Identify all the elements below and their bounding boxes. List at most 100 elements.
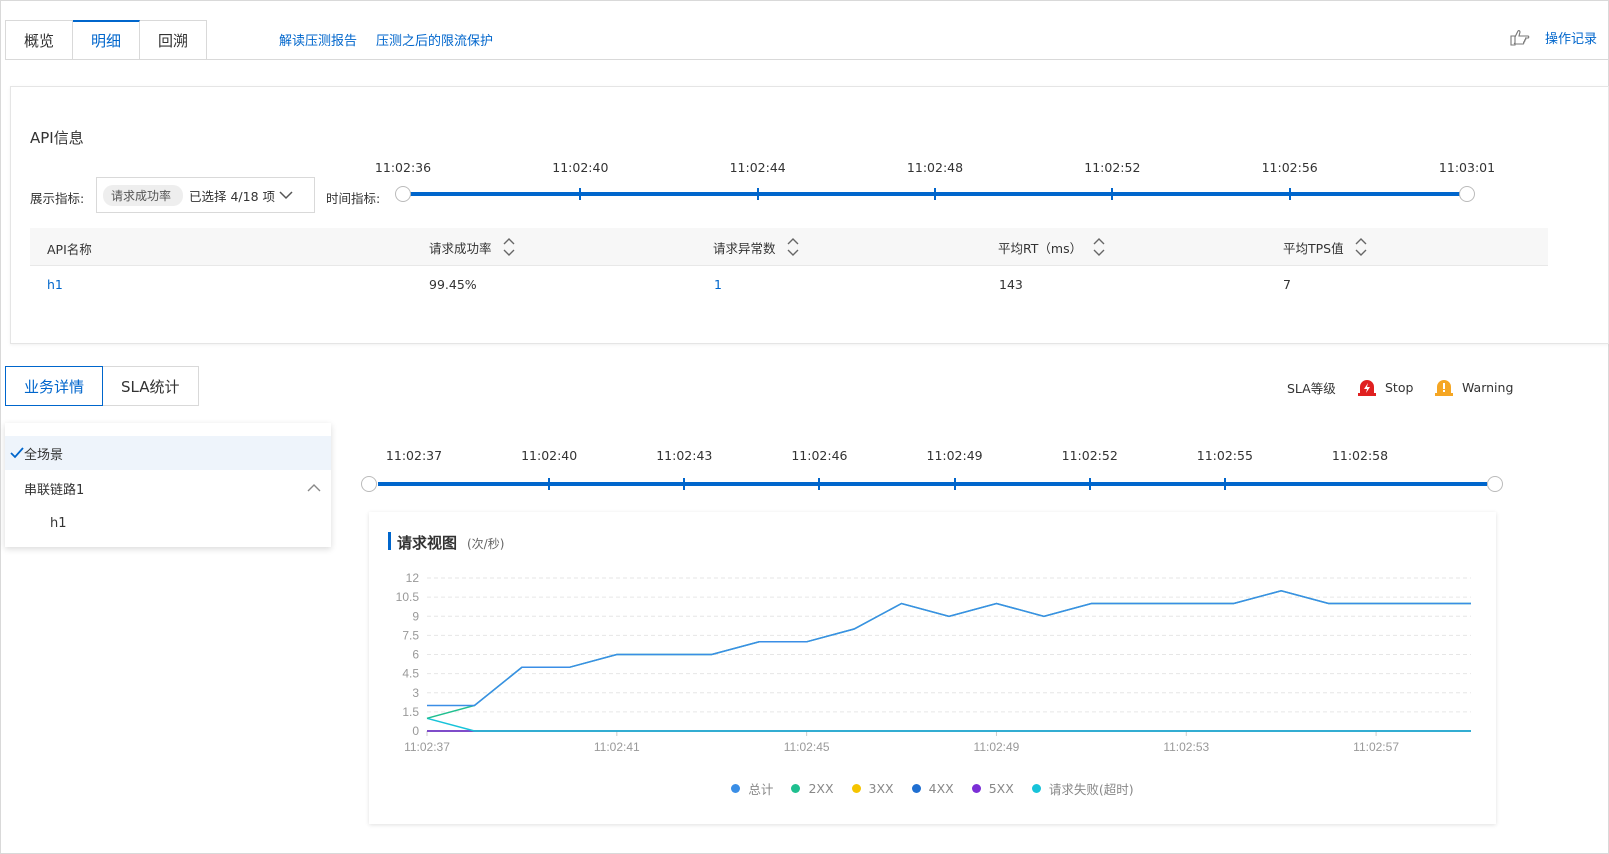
y-tick-label: 0 <box>412 724 419 738</box>
sla-level-label: SLA等级 <box>1287 381 1336 396</box>
col-error-count[interactable]: 请求异常数 <box>713 236 800 258</box>
request-view-card: 请求视图 (次/秒) 12 10.5 9 7.5 6 4.5 3 1.5 0 11:02:37 11… <box>369 512 1496 824</box>
title-accent-bar <box>388 532 391 550</box>
chevron-up-icon[interactable] <box>307 483 321 493</box>
timeline-tick-mark <box>1088 478 1091 490</box>
metric-chip: 请求成功率 <box>103 184 183 206</box>
time-tick-mark <box>579 188 582 200</box>
timeline-tick-label: 11:02:43 <box>656 448 713 463</box>
legend-dot <box>791 784 801 793</box>
timeline-track[interactable] <box>378 482 1487 486</box>
time-slider-start-handle[interactable] <box>395 186 411 202</box>
chart-legend: 总计 2XX 3XX 4XX 5XX 请求失败(超时) <box>369 779 1496 798</box>
timeline-start-handle[interactable] <box>361 476 377 492</box>
y-tick-label: 1.5 <box>402 705 419 719</box>
scene-list-panel: 全场景 串联链路1 h1 <box>5 423 331 547</box>
timeline-tick-mark <box>953 478 956 490</box>
y-tick-label: 9 <box>412 609 419 623</box>
tab-sla-stats[interactable]: SLA统计 <box>103 366 199 406</box>
legend-item[interactable]: 3XX <box>851 779 894 798</box>
time-tick-label: 11:02:40 <box>552 160 609 175</box>
timeline-tick-mark <box>1223 478 1226 490</box>
link-report-guide[interactable]: 解读压测报告 <box>279 34 358 49</box>
x-tick-label: 11:02:37 <box>404 740 450 754</box>
row-api-name-link[interactable]: h1 <box>47 277 63 292</box>
x-tick-label: 11:02:45 <box>784 740 830 754</box>
legend-item[interactable]: 请求失败(超时) <box>1031 779 1134 798</box>
y-tick-label: 3 <box>412 686 419 700</box>
top-tabs: 概览 明细 回溯 <box>5 20 208 60</box>
time-tick-mark <box>1111 188 1114 200</box>
legend-dot <box>851 784 861 793</box>
time-tick-label: 11:02:48 <box>906 160 964 175</box>
sort-icon <box>1355 238 1367 256</box>
sla-warning: Warning <box>1434 378 1513 396</box>
col-avg-rt[interactable]: 平均RT（ms） <box>998 236 1106 258</box>
scene-chain-label: 串联链路1 <box>24 482 85 498</box>
y-tick-label: 10.5 <box>396 590 420 604</box>
row-avg-rt: 143 <box>999 277 1023 292</box>
row-success-rate: 99.45% <box>429 277 477 292</box>
time-slider-end-handle[interactable] <box>1459 186 1475 202</box>
timeline-end-handle[interactable] <box>1487 476 1503 492</box>
scene-item-api[interactable]: h1 <box>5 506 331 540</box>
chart-unit: (次/秒) <box>467 537 505 551</box>
legend-item[interactable]: 总计 <box>731 779 773 798</box>
timeline-tick-label: 11:02:46 <box>791 448 848 463</box>
x-tick-label: 11:02:53 <box>1163 740 1209 754</box>
timeline-tick-mark <box>548 478 551 490</box>
metric-select[interactable]: 请求成功率 已选择 4/18 项 <box>96 177 315 213</box>
legend-dot <box>731 784 741 793</box>
sort-icon <box>787 238 799 256</box>
time-tick-mark <box>934 188 936 200</box>
sort-icon <box>1093 238 1105 256</box>
legend-item[interactable]: 4XX <box>911 779 954 798</box>
legend-label: 4XX <box>928 781 954 796</box>
y-tick-label: 6 <box>412 648 419 662</box>
time-tick-label: 11:03:01 <box>1438 160 1496 175</box>
x-tick-label: 11:02:57 <box>1353 740 1399 754</box>
timeline-tick-mark <box>818 478 821 490</box>
chevron-down-icon <box>279 191 293 200</box>
y-tick-label: 4.5 <box>402 667 419 681</box>
scene-all-label: 全场景 <box>24 447 64 463</box>
stop-alarm-icon <box>1358 380 1376 396</box>
series-line-5 <box>426 717 1471 732</box>
time-tick-label: 11:02:36 <box>374 160 432 175</box>
series-line-0 <box>427 590 1471 707</box>
col-success-rate[interactable]: 请求成功率 <box>429 236 516 258</box>
check-icon <box>10 447 24 459</box>
request-line-chart: 12 10.5 9 7.5 6 4.5 3 1.5 0 11:02:37 11:02:41 11:02… <box>396 571 1471 754</box>
row-error-count-link[interactable]: 1 <box>714 277 722 292</box>
sla-stop: Stop <box>1357 378 1413 396</box>
legend-item[interactable]: 5XX <box>971 779 1014 798</box>
legend-item[interactable]: 2XX <box>791 779 834 798</box>
timeline-tick-label: 11:02:52 <box>1061 448 1118 463</box>
metric-label: 展示指标: <box>30 191 85 206</box>
operation-record-button[interactable]: 操作记录 <box>1509 28 1597 47</box>
legend-label: 2XX <box>808 781 834 796</box>
link-rate-limit[interactable]: 压测之后的限流保护 <box>376 34 494 49</box>
y-tick-label: 12 <box>406 571 420 585</box>
tab-overview[interactable]: 概览 <box>5 20 74 60</box>
tab-replay[interactable]: 回溯 <box>140 20 208 60</box>
tab-business-detail[interactable]: 业务详情 <box>5 366 104 406</box>
operation-record-label: 操作记录 <box>1544 32 1597 47</box>
timeline-tick-label: 11:02:37 <box>385 448 443 463</box>
legend-label: 5XX <box>988 781 1014 796</box>
warning-alarm-icon <box>1435 380 1453 396</box>
col-avg-tps[interactable]: 平均TPS值 <box>1283 236 1368 258</box>
scene-item-all[interactable]: 全场景 <box>5 436 331 470</box>
time-label: 时间指标: <box>326 191 381 206</box>
tabs-divider <box>5 59 1609 60</box>
row-avg-tps: 7 <box>1283 277 1291 292</box>
warning-label: Warning <box>1462 379 1514 395</box>
time-tick-mark <box>756 188 759 200</box>
sort-icon <box>503 238 515 256</box>
timeline-tick-label: 11:02:49 <box>926 448 983 463</box>
tab-detail[interactable]: 明细 <box>73 20 141 60</box>
x-tick-label: 11:02:49 <box>974 740 1020 754</box>
scene-item-chain[interactable]: 串联链路1 <box>5 471 331 505</box>
api-info-panel: API信息 展示指标: 请求成功率 已选择 4/18 项 时间指标: 11:02… <box>10 86 1609 344</box>
stop-label: Stop <box>1385 379 1414 395</box>
